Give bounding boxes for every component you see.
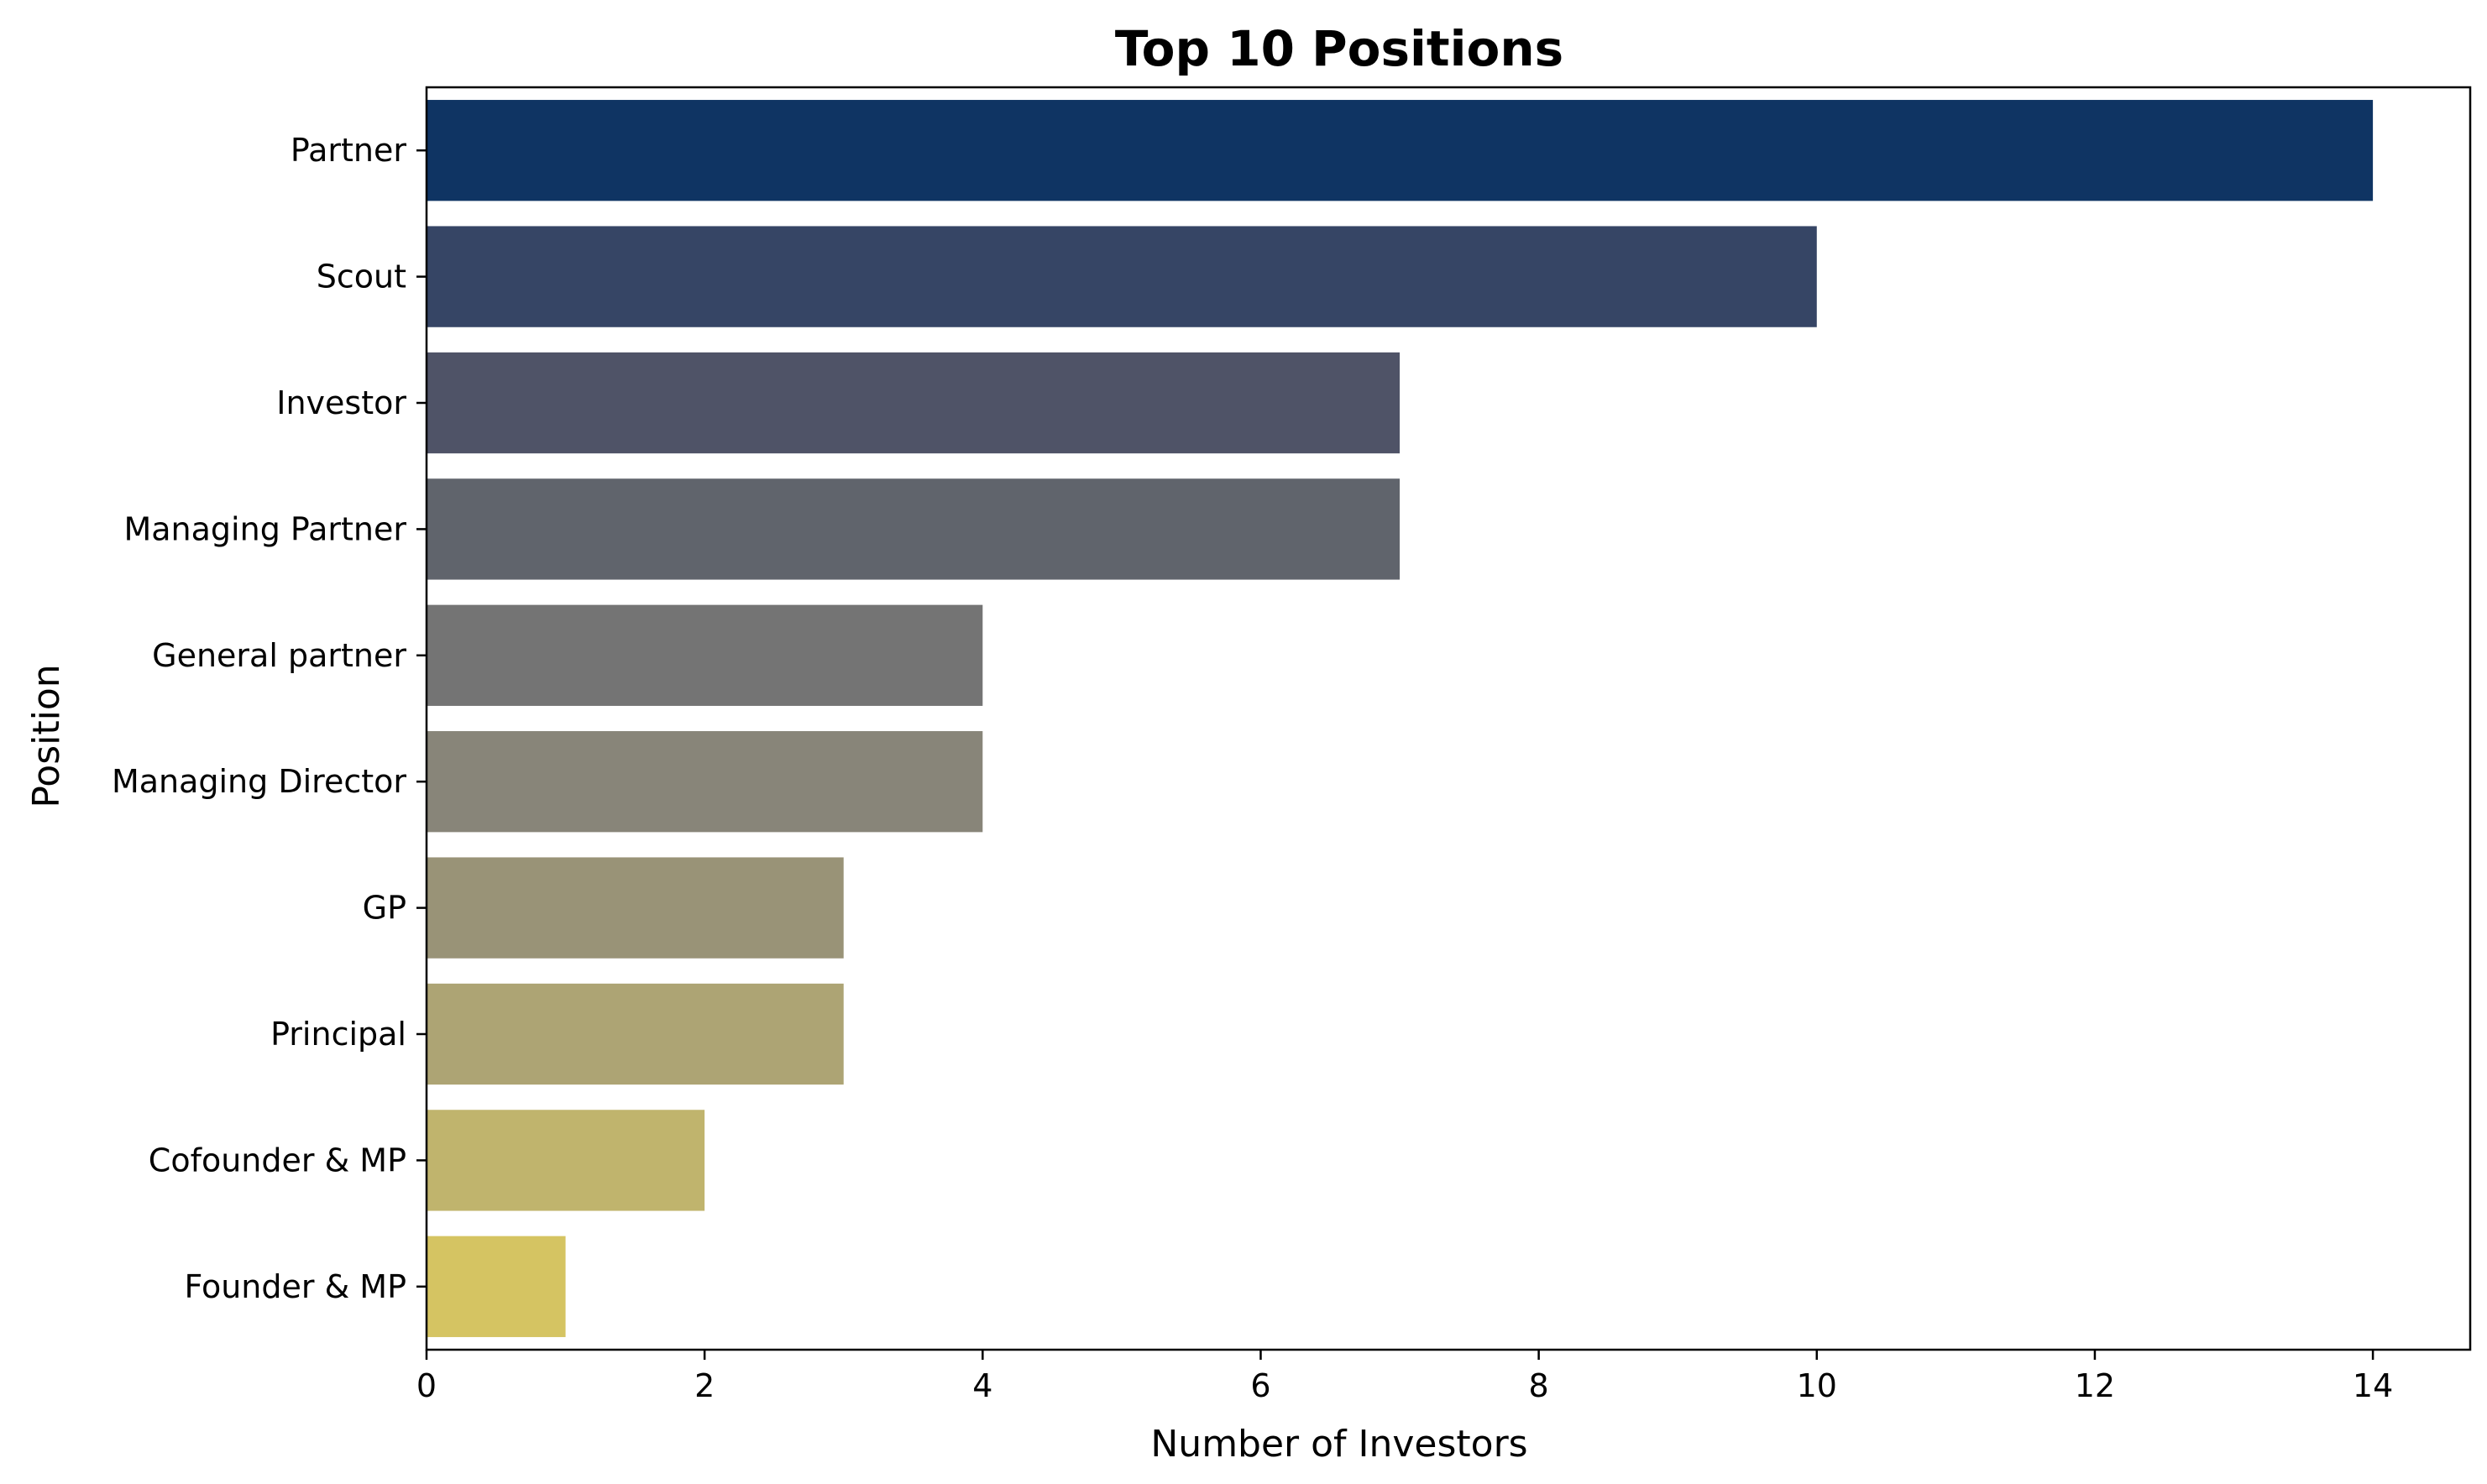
bar-investor [427,352,1401,454]
plot-frame [425,86,2472,1351]
bar-scout [427,226,1817,327]
y-axis-ticks: Partner Scout Investor Managing Partner Gene… [112,132,427,1305]
y-tick-label-managing-director: Managing Director [112,763,406,800]
bar-founder-and-mp [427,1236,566,1337]
bar-managing-partner [427,478,1401,580]
bar-gp [427,857,844,959]
y-tick-label-partner: Partner [291,132,406,169]
y-tick-label-investor: Investor [276,384,406,421]
bar-principal [427,983,844,1085]
y-tick-label-founder-and-mp: Founder & MP [184,1268,406,1305]
y-tick-label-managing-partner: Managing Partner [123,510,406,547]
y-tick-label-principal: Principal [270,1016,406,1053]
x-tick-label-4: 4 [972,1367,992,1404]
bar-cofounder-and-mp [427,1110,705,1211]
y-tick-label-scout: Scout [317,259,406,295]
y-tick-label-gp: GP [363,890,406,927]
x-tick-label-2: 2 [694,1367,715,1404]
x-tick-label-12: 12 [2075,1367,2115,1404]
y-axis-label: Position [25,664,68,807]
y-tick-label-cofounder-and-mp: Cofounder & MP [149,1142,406,1178]
x-tick-label-10: 10 [1797,1367,1837,1404]
x-tick-label-6: 6 [1250,1367,1270,1404]
bar-general-partner [427,604,983,706]
x-tick-label-0: 0 [416,1367,437,1404]
bar-managing-director [427,731,983,833]
x-tick-label-8: 8 [1529,1367,1549,1404]
bar-partner [427,100,2374,201]
x-axis-ticks: 0 2 4 6 8 10 12 14 [416,1350,2393,1404]
y-tick-label-general-partner: General partner [152,637,406,674]
x-axis-label: Number of Investors [1150,1423,1527,1466]
x-tick-label-14: 14 [2353,1367,2393,1404]
chart-title: Top 10 Positions [1115,20,1563,77]
bars-group [427,100,2374,1337]
